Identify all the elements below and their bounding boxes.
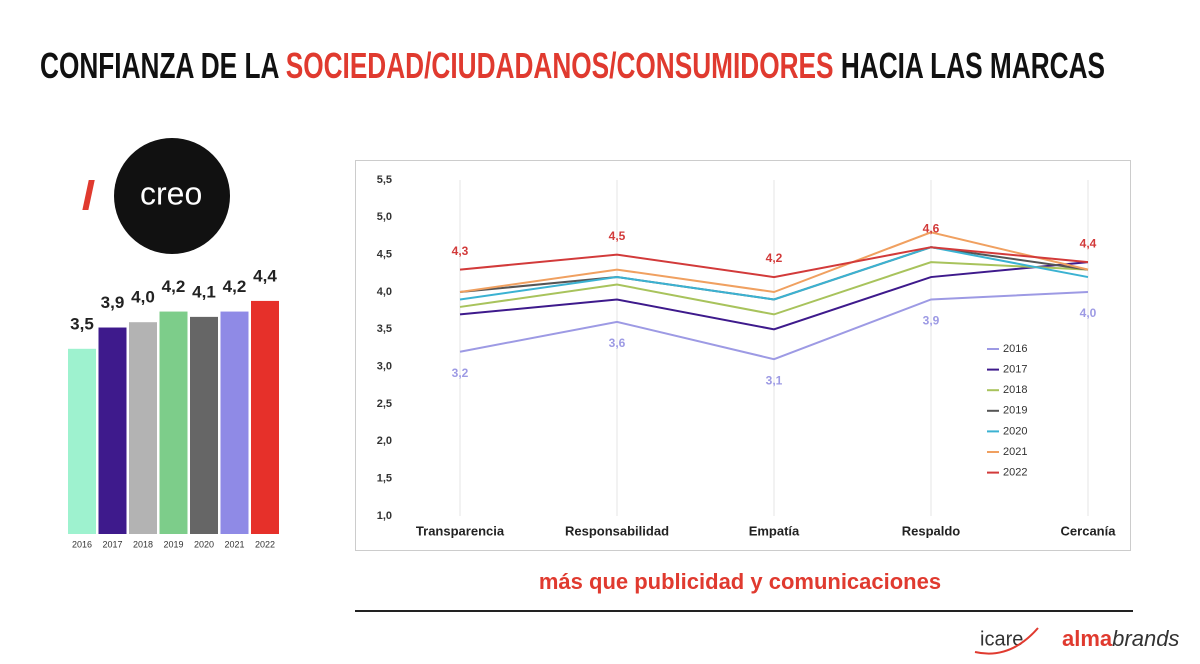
bar-value-label: 3,5 — [70, 314, 94, 333]
data-label: 4,6 — [923, 221, 940, 235]
bar-value-label: 4,2 — [223, 277, 247, 296]
data-label: 4,5 — [609, 229, 626, 243]
legend-label: 2018 — [1003, 384, 1027, 396]
legend-label: 2020 — [1003, 425, 1027, 437]
y-tick-label: 1,0 — [377, 510, 392, 522]
y-tick-label: 4,5 — [377, 249, 392, 261]
slide-title: CONFIANZA DE LA SOCIEDAD/CIUDADANOS/CONS… — [40, 45, 1105, 86]
logo-swoosh — [974, 627, 1039, 655]
plot-frame — [355, 160, 1131, 551]
data-label: 4,2 — [766, 251, 783, 265]
logo-circle — [114, 138, 230, 254]
data-label: 3,1 — [766, 373, 783, 387]
data-label: 3,9 — [923, 314, 940, 328]
x-tick-label: Transparencia — [416, 523, 505, 538]
bar — [129, 322, 157, 534]
data-label: 4,3 — [452, 244, 469, 258]
tagline: más que publicidad y comunicaciones — [539, 569, 941, 594]
y-tick-label: 5,0 — [377, 211, 392, 223]
bar — [220, 311, 249, 534]
y-tick-label: 1,5 — [377, 473, 392, 485]
x-tick-label: 2016 — [72, 539, 92, 549]
bar — [159, 311, 188, 534]
y-tick-label: 3,5 — [377, 323, 392, 335]
x-tick-label: 2021 — [224, 539, 244, 549]
bar-value-label: 4,0 — [131, 288, 155, 307]
x-tick-label: Responsabilidad — [565, 523, 669, 538]
logo-mark — [82, 180, 95, 210]
y-tick-label: 5,5 — [377, 174, 392, 186]
series-line — [459, 246, 1089, 279]
logo-icare: icare — [980, 628, 1023, 650]
bar — [251, 300, 279, 534]
y-tick-label: 4,0 — [377, 286, 392, 298]
bar — [68, 348, 96, 534]
bar-value-label: 4,4 — [253, 266, 277, 285]
legend-label: 2021 — [1003, 446, 1027, 458]
series-line — [459, 231, 1089, 294]
bar — [190, 316, 218, 534]
y-tick-label: 2,0 — [377, 435, 392, 447]
x-tick-label: 2020 — [194, 539, 214, 549]
series-line — [459, 261, 1089, 331]
title-part: SOCIEDAD/CIUDADANOS/CONSUMIDORES — [286, 45, 834, 86]
x-tick-label: 2019 — [163, 539, 183, 549]
title-part: HACIA LAS MARCAS — [834, 45, 1105, 86]
series-line — [459, 291, 1089, 361]
logo-text: creo — [140, 175, 202, 211]
data-label: 4,0 — [1080, 306, 1097, 320]
bar-value-label: 4,2 — [162, 277, 186, 296]
legend-label: 2022 — [1003, 467, 1027, 479]
series-line — [459, 246, 1089, 301]
data-label: 3,2 — [452, 366, 469, 380]
bar-value-label: 4,1 — [192, 282, 216, 301]
y-tick-label: 2,5 — [377, 398, 392, 410]
legend-label: 2017 — [1003, 364, 1027, 376]
series-line — [459, 261, 1089, 316]
x-tick-label: Respaldo — [902, 523, 961, 538]
legend-label: 2019 — [1003, 405, 1027, 417]
x-tick-label: Cercanía — [1061, 523, 1117, 538]
logo-alma-b: brands — [1112, 626, 1179, 651]
legend-label: 2016 — [1003, 343, 1027, 355]
data-label: 4,4 — [1080, 236, 1097, 250]
data-label: 3,6 — [609, 336, 626, 350]
logo-alma-a: alma — [1062, 626, 1113, 651]
logo-alma: almabrands — [1062, 626, 1179, 651]
x-tick-label: 2022 — [255, 539, 275, 549]
title-part: CONFIANZA DE LA — [40, 45, 286, 86]
x-tick-label: 2017 — [102, 539, 122, 549]
bar-value-label: 3,9 — [101, 293, 125, 312]
x-tick-label: 2018 — [133, 539, 153, 549]
x-tick-label: Empatía — [749, 523, 800, 538]
bar — [98, 327, 127, 534]
y-tick-label: 3,0 — [377, 361, 392, 373]
